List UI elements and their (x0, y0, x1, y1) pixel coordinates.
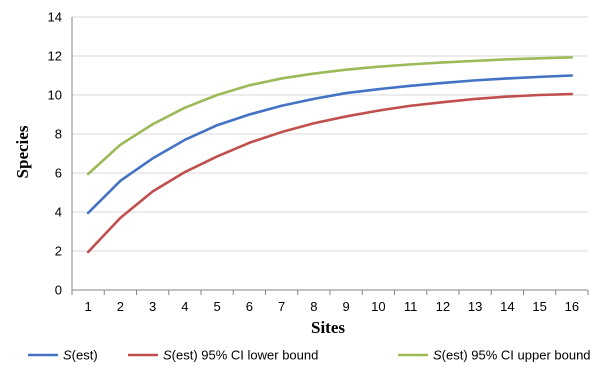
x-axis-title: Sites (311, 318, 345, 337)
legend-label-1: S(est) 95% CI lower bound (163, 348, 318, 363)
y-tick-label: 6 (55, 166, 62, 181)
y-tick-label: 2 (55, 244, 62, 259)
gridlines (72, 16, 588, 252)
x-tick-label: 8 (310, 299, 317, 314)
legend: S(est) S(est) 95% CI lower bound S(est) 95… (28, 348, 591, 363)
x-tick-label: 6 (246, 299, 253, 314)
axes (71, 17, 589, 295)
series-line-0 (86, 74, 574, 215)
x-tick-label: 12 (436, 299, 450, 314)
y-tick-label: 8 (55, 127, 62, 142)
x-tick-label: 2 (117, 299, 124, 314)
x-tick-label: 13 (468, 299, 482, 314)
x-tick-label: 5 (214, 299, 221, 314)
x-tick-label: 15 (532, 299, 546, 314)
series-line-1 (86, 92, 574, 254)
y-axis-title: Species (13, 125, 32, 178)
legend-label-2: S(est) 95% CI upper bound (433, 348, 591, 363)
x-tick-label: 11 (404, 299, 418, 314)
series-lines (86, 56, 574, 254)
series-line-2 (86, 56, 574, 176)
y-tick-labels: 0 2 4 6 8 10 12 14 (48, 10, 62, 298)
y-tick-label: 0 (55, 283, 62, 298)
x-tick-label: 14 (500, 299, 514, 314)
y-tick-label: 12 (48, 49, 62, 64)
x-tick-label: 1 (85, 299, 92, 314)
x-tick-labels: 1 2 3 4 5 6 7 8 9 10 11 12 13 14 15 16 (85, 299, 580, 314)
x-tick-label: 10 (371, 299, 385, 314)
y-tick-label: 10 (48, 88, 62, 103)
x-tick-label: 3 (149, 299, 156, 314)
legend-label-0: S(est) (63, 348, 98, 363)
x-tick-label: 7 (278, 299, 285, 314)
x-tick-label: 16 (565, 299, 579, 314)
x-tick-label: 4 (181, 299, 188, 314)
y-tick-label: 4 (55, 205, 62, 220)
x-tick-label: 9 (343, 299, 350, 314)
y-tick-label: 14 (48, 10, 62, 25)
